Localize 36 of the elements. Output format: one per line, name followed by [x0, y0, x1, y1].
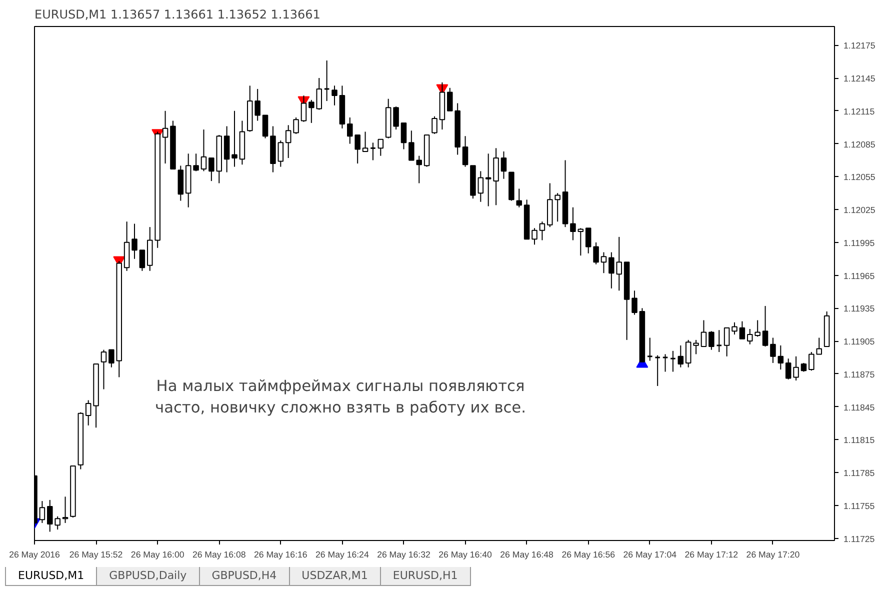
y-tick-label: 1.11875 [844, 369, 875, 380]
y-tick-label: 1.12175 [844, 40, 876, 51]
x-tick-label: 26 May 17:04 [623, 550, 677, 560]
y-tick-label: 1.11725 [844, 534, 875, 544]
y-tick-label: 1.12115 [844, 106, 875, 116]
annotation: На малых таймфреймах сигналы появляются часто, новичку сложно взять в работу их все. [155, 376, 526, 416]
y-tick-label: 1.11785 [844, 468, 875, 478]
x-tick-label: 26 May 15:52 [69, 550, 123, 560]
text: GBPUSD,Daily [96, 567, 200, 586]
y-tick-label: 1.12145 [844, 74, 876, 84]
x-tick-label: 26 May 16:16 [254, 550, 308, 560]
x-tick-label: 26 May 16:08 [192, 550, 246, 560]
y-tick-label: 1.11995 [844, 238, 875, 248]
y-tick-label: 1.12085 [844, 139, 876, 150]
y-tick-label: 1.11755 [844, 500, 875, 511]
y-tick-label: 1.11905 [844, 336, 875, 347]
text: EURUSD,H1 [380, 567, 471, 586]
x-tick-label: 26 May 16:48 [500, 550, 554, 560]
y-tick-label: 1.11935 [844, 304, 875, 314]
x-tick-label: 26 May 16:56 [562, 550, 616, 560]
y-tick-label: 1.12055 [844, 172, 876, 182]
x-tick-label: 26 May 17:12 [684, 550, 738, 560]
x-tick-label: 26 May 17:20 [746, 550, 800, 560]
x-tick-label: 26 May 2016 [9, 550, 60, 560]
y-tick-label: 1.12025 [844, 205, 876, 216]
y-tick-label: 1.11845 [844, 402, 875, 412]
text: USDZAR,M1 [288, 567, 381, 586]
x-tick-label: 26 May 16:24 [316, 550, 369, 560]
text: EURUSD,M1 [5, 567, 98, 586]
x-tick-label: 26 May 16:32 [377, 550, 430, 560]
x-tick-label: 26 May 16:00 [130, 550, 184, 560]
text: GBPUSD,H4 [198, 567, 290, 586]
y-tick-label: 1.11815 [844, 435, 875, 446]
y-tick-label: 1.11965 [844, 270, 875, 281]
x-tick-label: 26 May 16:40 [438, 550, 492, 560]
chart-title: EURUSD,M1 1.13657 1.13661 1.13652 1.13661 [34, 8, 320, 22]
